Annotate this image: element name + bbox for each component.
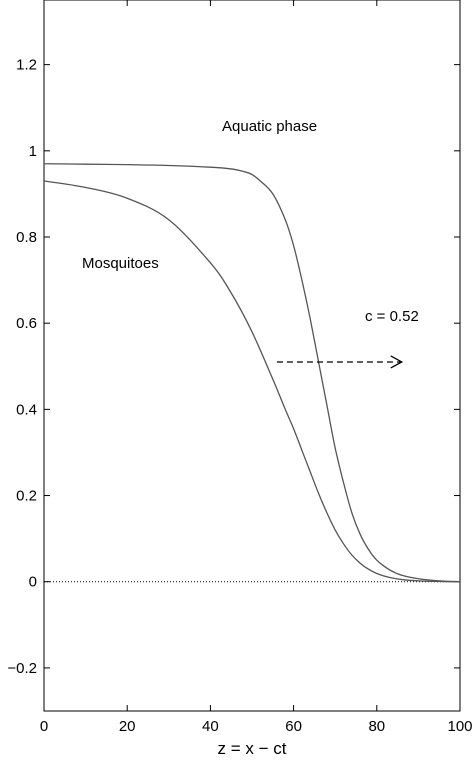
x-tick-label: 0 (40, 718, 48, 735)
x-tick-label: 60 (285, 718, 302, 735)
speed-arrow (276, 355, 404, 369)
aquatic-phase-label: Aquatic phase (222, 118, 317, 135)
x-axis-label: z = x − ct (218, 739, 287, 758)
y-tick-label: 0.4 (16, 401, 37, 418)
x-tick-label: 100 (447, 718, 472, 735)
y-tick-label: 0 (29, 574, 37, 591)
x-tick-label: 20 (119, 718, 136, 735)
y-tick-label: −0.2 (7, 660, 37, 677)
x-tick-label: 40 (202, 718, 219, 735)
series-group (43, 163, 461, 583)
y-tick-label: 0.8 (16, 229, 37, 246)
mosquitoes-label: Mosquitoes (82, 255, 159, 272)
x-tick-label: 80 (368, 718, 385, 735)
wave-speed-label: c = 0.52 (365, 308, 419, 325)
plot-frame (43, 0, 461, 712)
y-tick-label: 1.2 (16, 57, 37, 74)
series-line-mosquitoes (43, 180, 461, 583)
axis-ticks (43, 0, 461, 711)
series-line-aquatic-phase (43, 163, 461, 583)
x-tick-labels: 0 20 40 60 80 100 (40, 718, 473, 735)
y-tick-label: 0.6 (16, 315, 37, 332)
arrow-head (390, 355, 404, 369)
y-tick-label: 0.2 (16, 488, 37, 505)
y-tick-labels: −0.2 0 0.2 0.4 0.6 0.8 1 1.2 (7, 57, 37, 677)
y-tick-label: 1 (29, 143, 37, 160)
